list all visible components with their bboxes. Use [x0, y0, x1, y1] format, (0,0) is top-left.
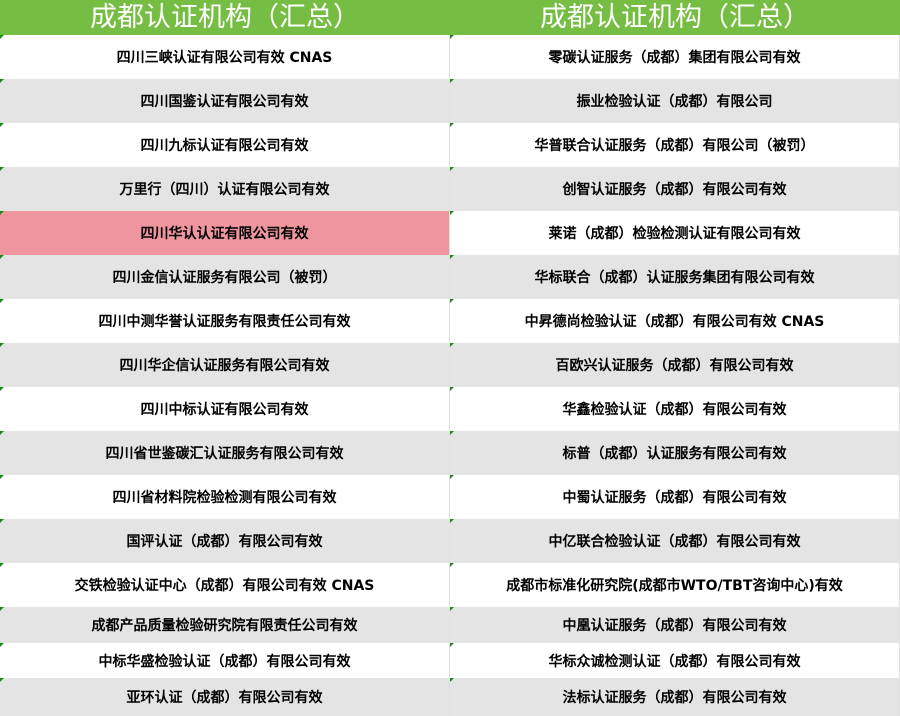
cell-left[interactable]: 四川中标认证有限公司有效 [0, 387, 450, 431]
cell-right[interactable]: 中蜀认证服务（成都）有限公司有效 [450, 475, 900, 519]
table-row: 万里行（四川）认证有限公司有效 创智认证服务（成都）有限公司有效 [0, 167, 900, 211]
cell-right[interactable]: 中凰认证服务（成都）有限公司有效 [450, 607, 900, 643]
cell-right[interactable]: 中昇德尚检验认证（成都）有限公司有效 CNAS [450, 299, 900, 343]
cell-left[interactable]: 交铁检验认证中心（成都）有限公司有效 CNAS [0, 563, 450, 607]
table-row: 四川九标认证有限公司有效 华普联合认证服务（成都）有限公司（被罚） [0, 123, 900, 167]
table-row: 四川华企信认证服务有限公司有效 百欧兴认证服务（成都）有限公司有效 [0, 343, 900, 387]
header-left: 成都认证机构（汇总） [90, 2, 360, 33]
table-row: 四川三峡认证有限公司有效 CNAS 零碳认证服务（成都）集团有限公司有效 [0, 35, 900, 79]
cell-right[interactable]: 中亿联合检验认证（成都）有限公司有效 [450, 519, 900, 563]
table-row: 四川华认认证有限公司有效 莱诺（成都）检验检测认证有限公司有效 [0, 211, 900, 255]
table-row: 四川省世鉴碳汇认证服务有限公司有效 标普（成都）认证服务有限公司有效 [0, 431, 900, 475]
cell-left[interactable]: 成都产品质量检验研究院有限责任公司有效 [0, 607, 450, 643]
cell-left[interactable]: 国评认证（成都）有限公司有效 [0, 519, 450, 563]
cell-right[interactable]: 华普联合认证服务（成都）有限公司（被罚） [450, 123, 900, 167]
table-row: 交铁检验认证中心（成都）有限公司有效 CNAS 成都市标准化研究院(成都市WTO/… [0, 563, 900, 607]
table-row: 成都产品质量检验研究院有限责任公司有效 中凰认证服务（成都）有限公司有效 [0, 607, 900, 643]
cell-right[interactable]: 法标认证服务（成都）有限公司有效 [450, 678, 900, 716]
header-row: 成都认证机构（汇总） 成都认证机构（汇总） [0, 0, 900, 35]
cell-right[interactable]: 华标众诚检测认证（成都）有限公司有效 [450, 643, 900, 678]
institution-table: 四川三峡认证有限公司有效 CNAS 零碳认证服务（成都）集团有限公司有效 四川国鉴认… [0, 35, 900, 716]
cell-left[interactable]: 四川华企信认证服务有限公司有效 [0, 343, 450, 387]
cell-right[interactable]: 零碳认证服务（成都）集团有限公司有效 [450, 35, 900, 79]
cell-right[interactable]: 标普（成都）认证服务有限公司有效 [450, 431, 900, 475]
cell-left[interactable]: 四川三峡认证有限公司有效 CNAS [0, 35, 450, 79]
cell-left[interactable]: 四川华认认证有限公司有效 [0, 211, 450, 255]
cell-right[interactable]: 振业检验认证（成都）有限公司 [450, 79, 900, 123]
table-row: 四川省材料院检验检测有限公司有效 中蜀认证服务（成都）有限公司有效 [0, 475, 900, 519]
table-row: 亚环认证（成都）有限公司有效 法标认证服务（成都）有限公司有效 [0, 678, 900, 716]
cell-left[interactable]: 万里行（四川）认证有限公司有效 [0, 167, 450, 211]
table-row: 四川国鉴认证有限公司有效 振业检验认证（成都）有限公司 [0, 79, 900, 123]
cell-left[interactable]: 四川省世鉴碳汇认证服务有限公司有效 [0, 431, 450, 475]
cell-left[interactable]: 四川国鉴认证有限公司有效 [0, 79, 450, 123]
cell-right[interactable]: 莱诺（成都）检验检测认证有限公司有效 [450, 211, 900, 255]
cell-left[interactable]: 四川九标认证有限公司有效 [0, 123, 450, 167]
cell-right[interactable]: 华标联合（成都）认证服务集团有限公司有效 [450, 255, 900, 299]
table-row: 四川中测华誉认证服务有限责任公司有效 中昇德尚检验认证（成都）有限公司有效 CNA… [0, 299, 900, 343]
table-row: 国评认证（成都）有限公司有效 中亿联合检验认证（成都）有限公司有效 [0, 519, 900, 563]
header-right: 成都认证机构（汇总） [540, 2, 810, 33]
cell-left[interactable]: 四川金信认证服务有限公司（被罚） [0, 255, 450, 299]
cell-left[interactable]: 四川省材料院检验检测有限公司有效 [0, 475, 450, 519]
table-row: 四川中标认证有限公司有效 华鑫检验认证（成都）有限公司有效 [0, 387, 900, 431]
table-row: 中标华盛检验认证（成都）有限公司有效 华标众诚检测认证（成都）有限公司有效 [0, 643, 900, 678]
cell-left[interactable]: 中标华盛检验认证（成都）有限公司有效 [0, 643, 450, 678]
table-row: 四川金信认证服务有限公司（被罚） 华标联合（成都）认证服务集团有限公司有效 [0, 255, 900, 299]
cell-right[interactable]: 华鑫检验认证（成都）有限公司有效 [450, 387, 900, 431]
cell-right[interactable]: 创智认证服务（成都）有限公司有效 [450, 167, 900, 211]
cell-right[interactable]: 成都市标准化研究院(成都市WTO/TBT咨询中心)有效 [450, 563, 900, 607]
cell-left[interactable]: 四川中测华誉认证服务有限责任公司有效 [0, 299, 450, 343]
cell-left[interactable]: 亚环认证（成都）有限公司有效 [0, 678, 450, 716]
cell-right[interactable]: 百欧兴认证服务（成都）有限公司有效 [450, 343, 900, 387]
